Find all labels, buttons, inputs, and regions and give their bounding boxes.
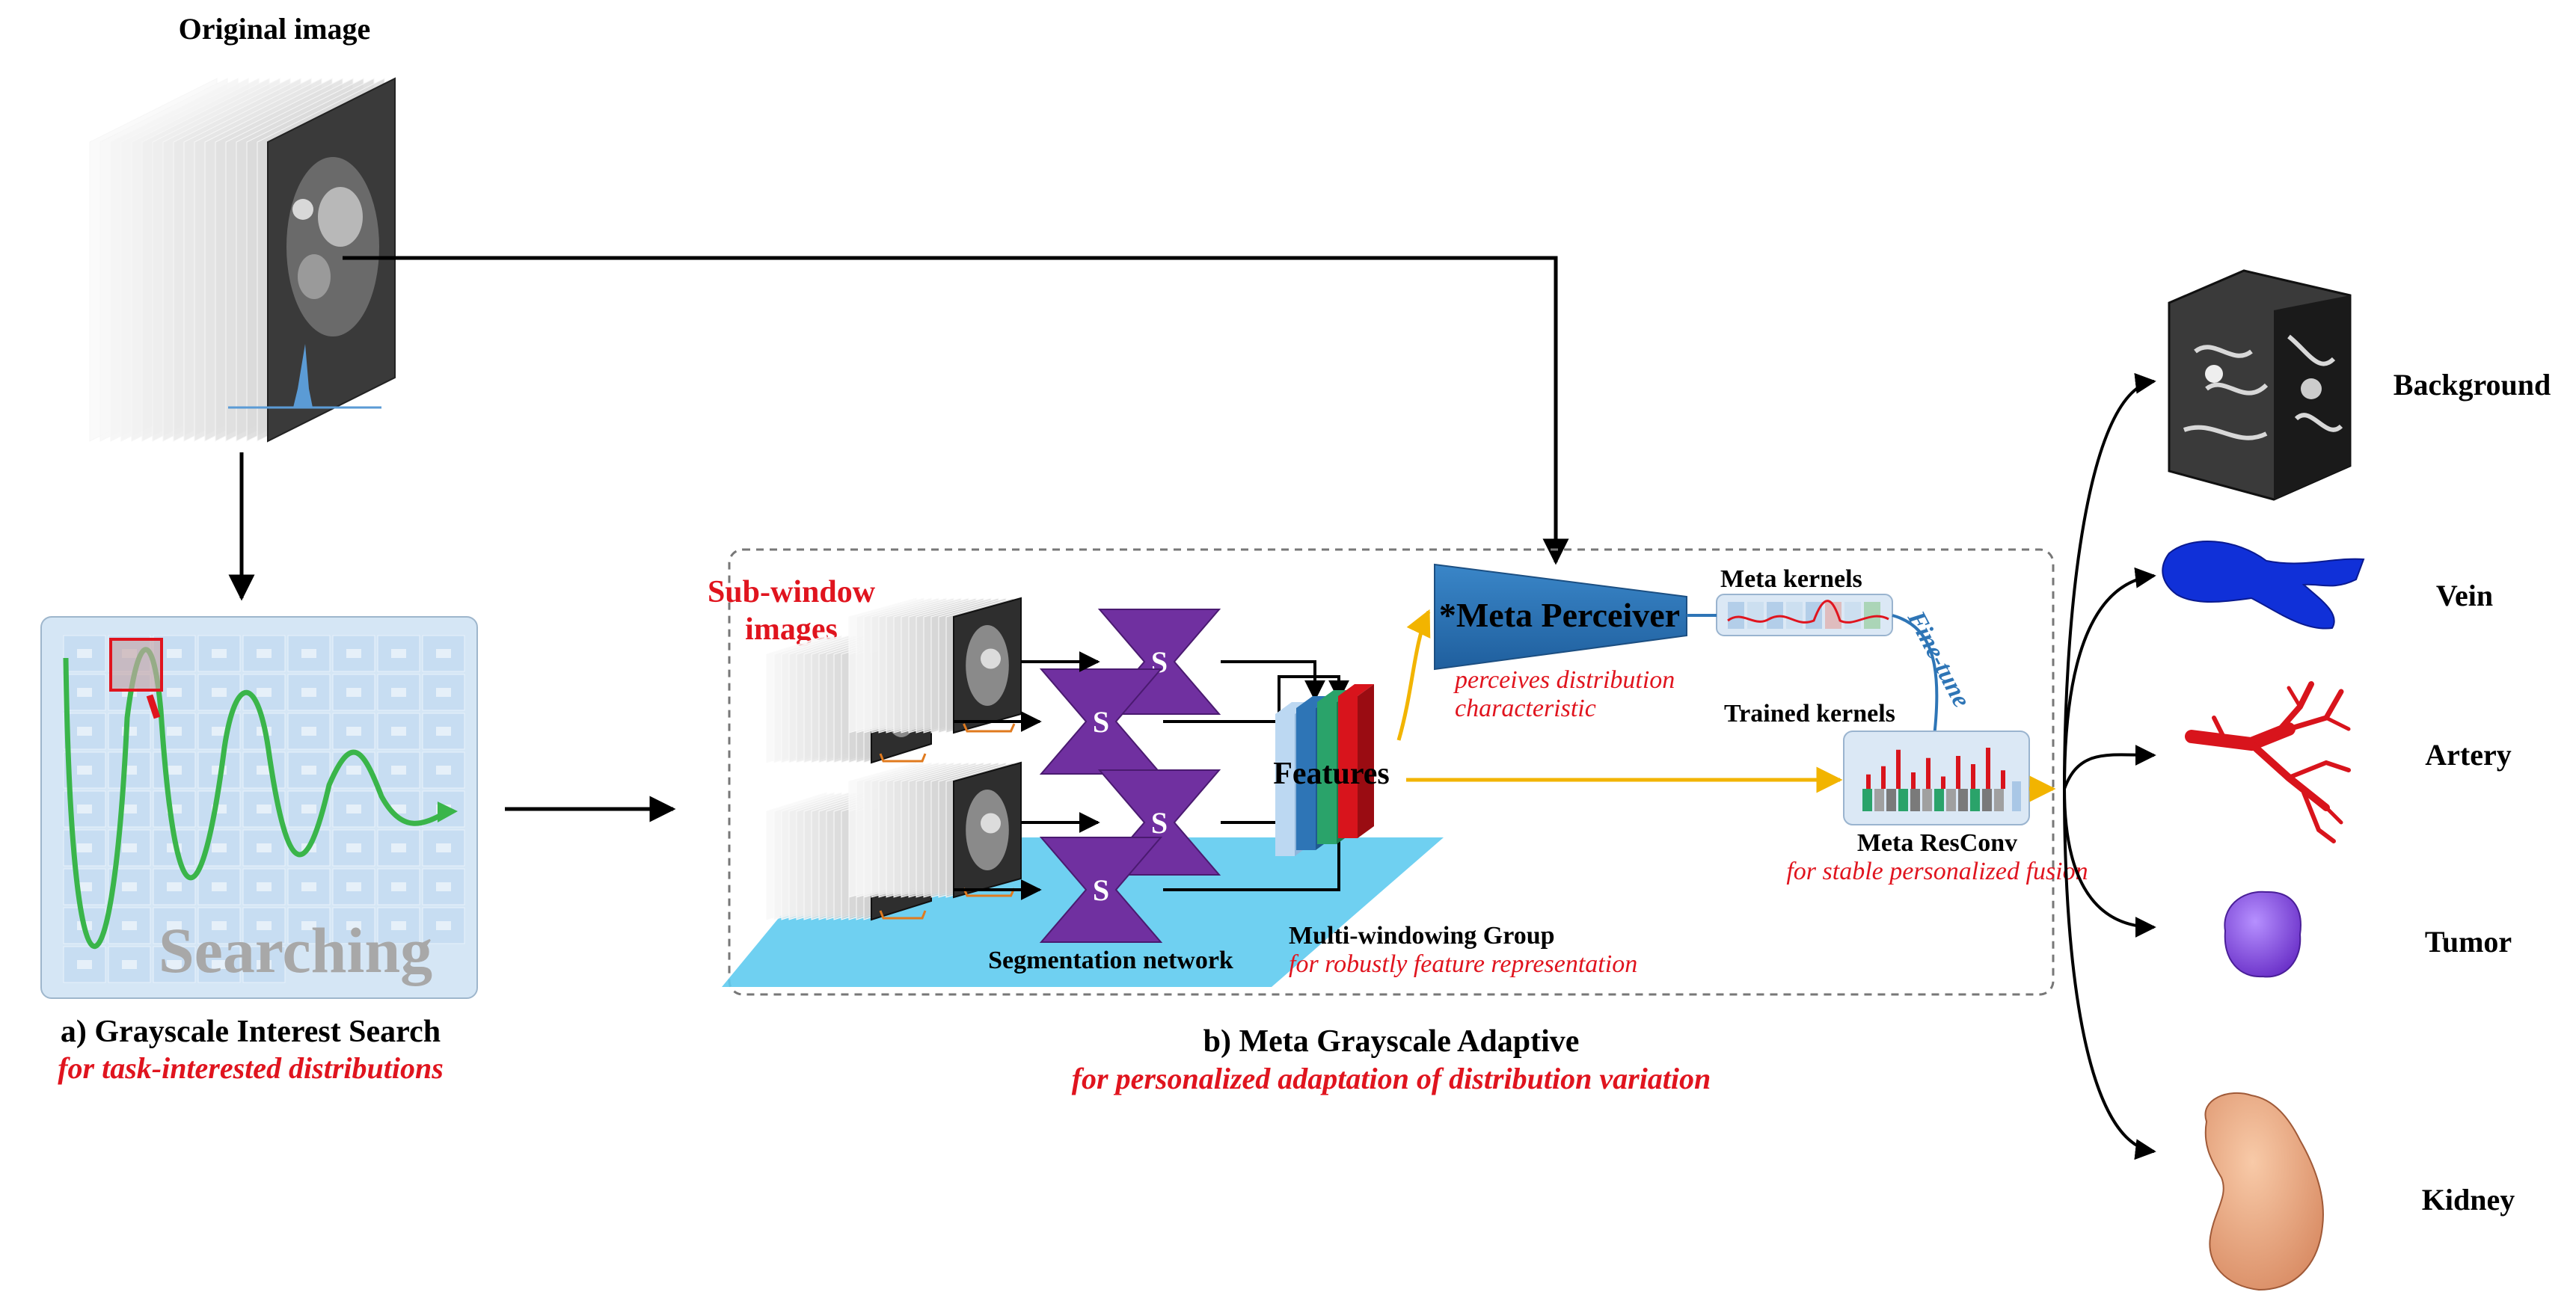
original-image-title: Original image (179, 12, 371, 46)
features-label: Features (1273, 757, 1390, 791)
meta-resconv-title: Meta ResConv (1857, 829, 2017, 857)
grayscale-search-title: a) Grayscale Interest Search (61, 1015, 441, 1049)
segmentation-network-label: Segmentation network (988, 947, 1233, 974)
vein-output-shape (2162, 541, 2365, 630)
search-wave (63, 647, 450, 950)
segnet-s-label: S (1093, 705, 1109, 739)
kidney-output-shape (2204, 1092, 2324, 1291)
meta-adaptive-title: b) Meta Grayscale Adaptive (1203, 1024, 1580, 1059)
output-label-tumor: Tumor (2425, 925, 2512, 959)
search-window-marker (109, 638, 163, 692)
searching-watermark: Searching (159, 914, 432, 986)
meta-perceiver (1434, 563, 1687, 671)
multi-windowing-title: Multi-windowing Group (1289, 922, 1555, 950)
output-label-vein: Vein (2436, 579, 2493, 612)
meta-kernels (1716, 594, 1893, 636)
output-label-kidney: Kidney (2422, 1183, 2515, 1217)
sub-window-stacks (766, 597, 1022, 921)
meta-kernels-label: Meta kernels (1720, 565, 1862, 593)
output-branches (2063, 372, 2156, 1160)
multi-windowing-subtitle: for robustly feature representation (1289, 950, 1637, 978)
meta-perceiver-title: *Meta Perceiver (1439, 596, 1680, 634)
segnet-s-label: S (1093, 873, 1109, 907)
meta-perceiver-caption-line2: characteristic (1455, 695, 1596, 722)
output-label-artery: Artery (2425, 738, 2511, 772)
segnet-s-label: S (1151, 806, 1168, 840)
trained-kernels-label: Trained kernels (1724, 700, 1895, 728)
feature-flow-arrows (1396, 609, 2056, 802)
meta-resconv-subtitle: for stable personalized fusion (1786, 858, 2088, 885)
grayscale-search-panel: Searching (40, 616, 478, 999)
output-label-background: Background (2393, 368, 2551, 402)
fine-tune-label: Fine-tune (1901, 606, 1975, 713)
tumor-output-shape (2224, 891, 2301, 978)
arrow-original-to-perceiver (343, 256, 1569, 565)
original-image-stack (89, 77, 396, 443)
grayscale-search-subtitle: for task-interested distributions (58, 1051, 444, 1085)
meta-resconv (1843, 731, 2030, 825)
sub-window-label-line1: Sub-window (708, 575, 876, 609)
meta-perceiver-caption-line1: perceives distribution (1453, 666, 1675, 694)
artery-output-shape (2185, 681, 2351, 843)
features-block (1275, 684, 1374, 856)
meta-adaptive-subtitle: for personalized adaptation of distribut… (1072, 1062, 1711, 1095)
background-output-image (2168, 269, 2352, 501)
